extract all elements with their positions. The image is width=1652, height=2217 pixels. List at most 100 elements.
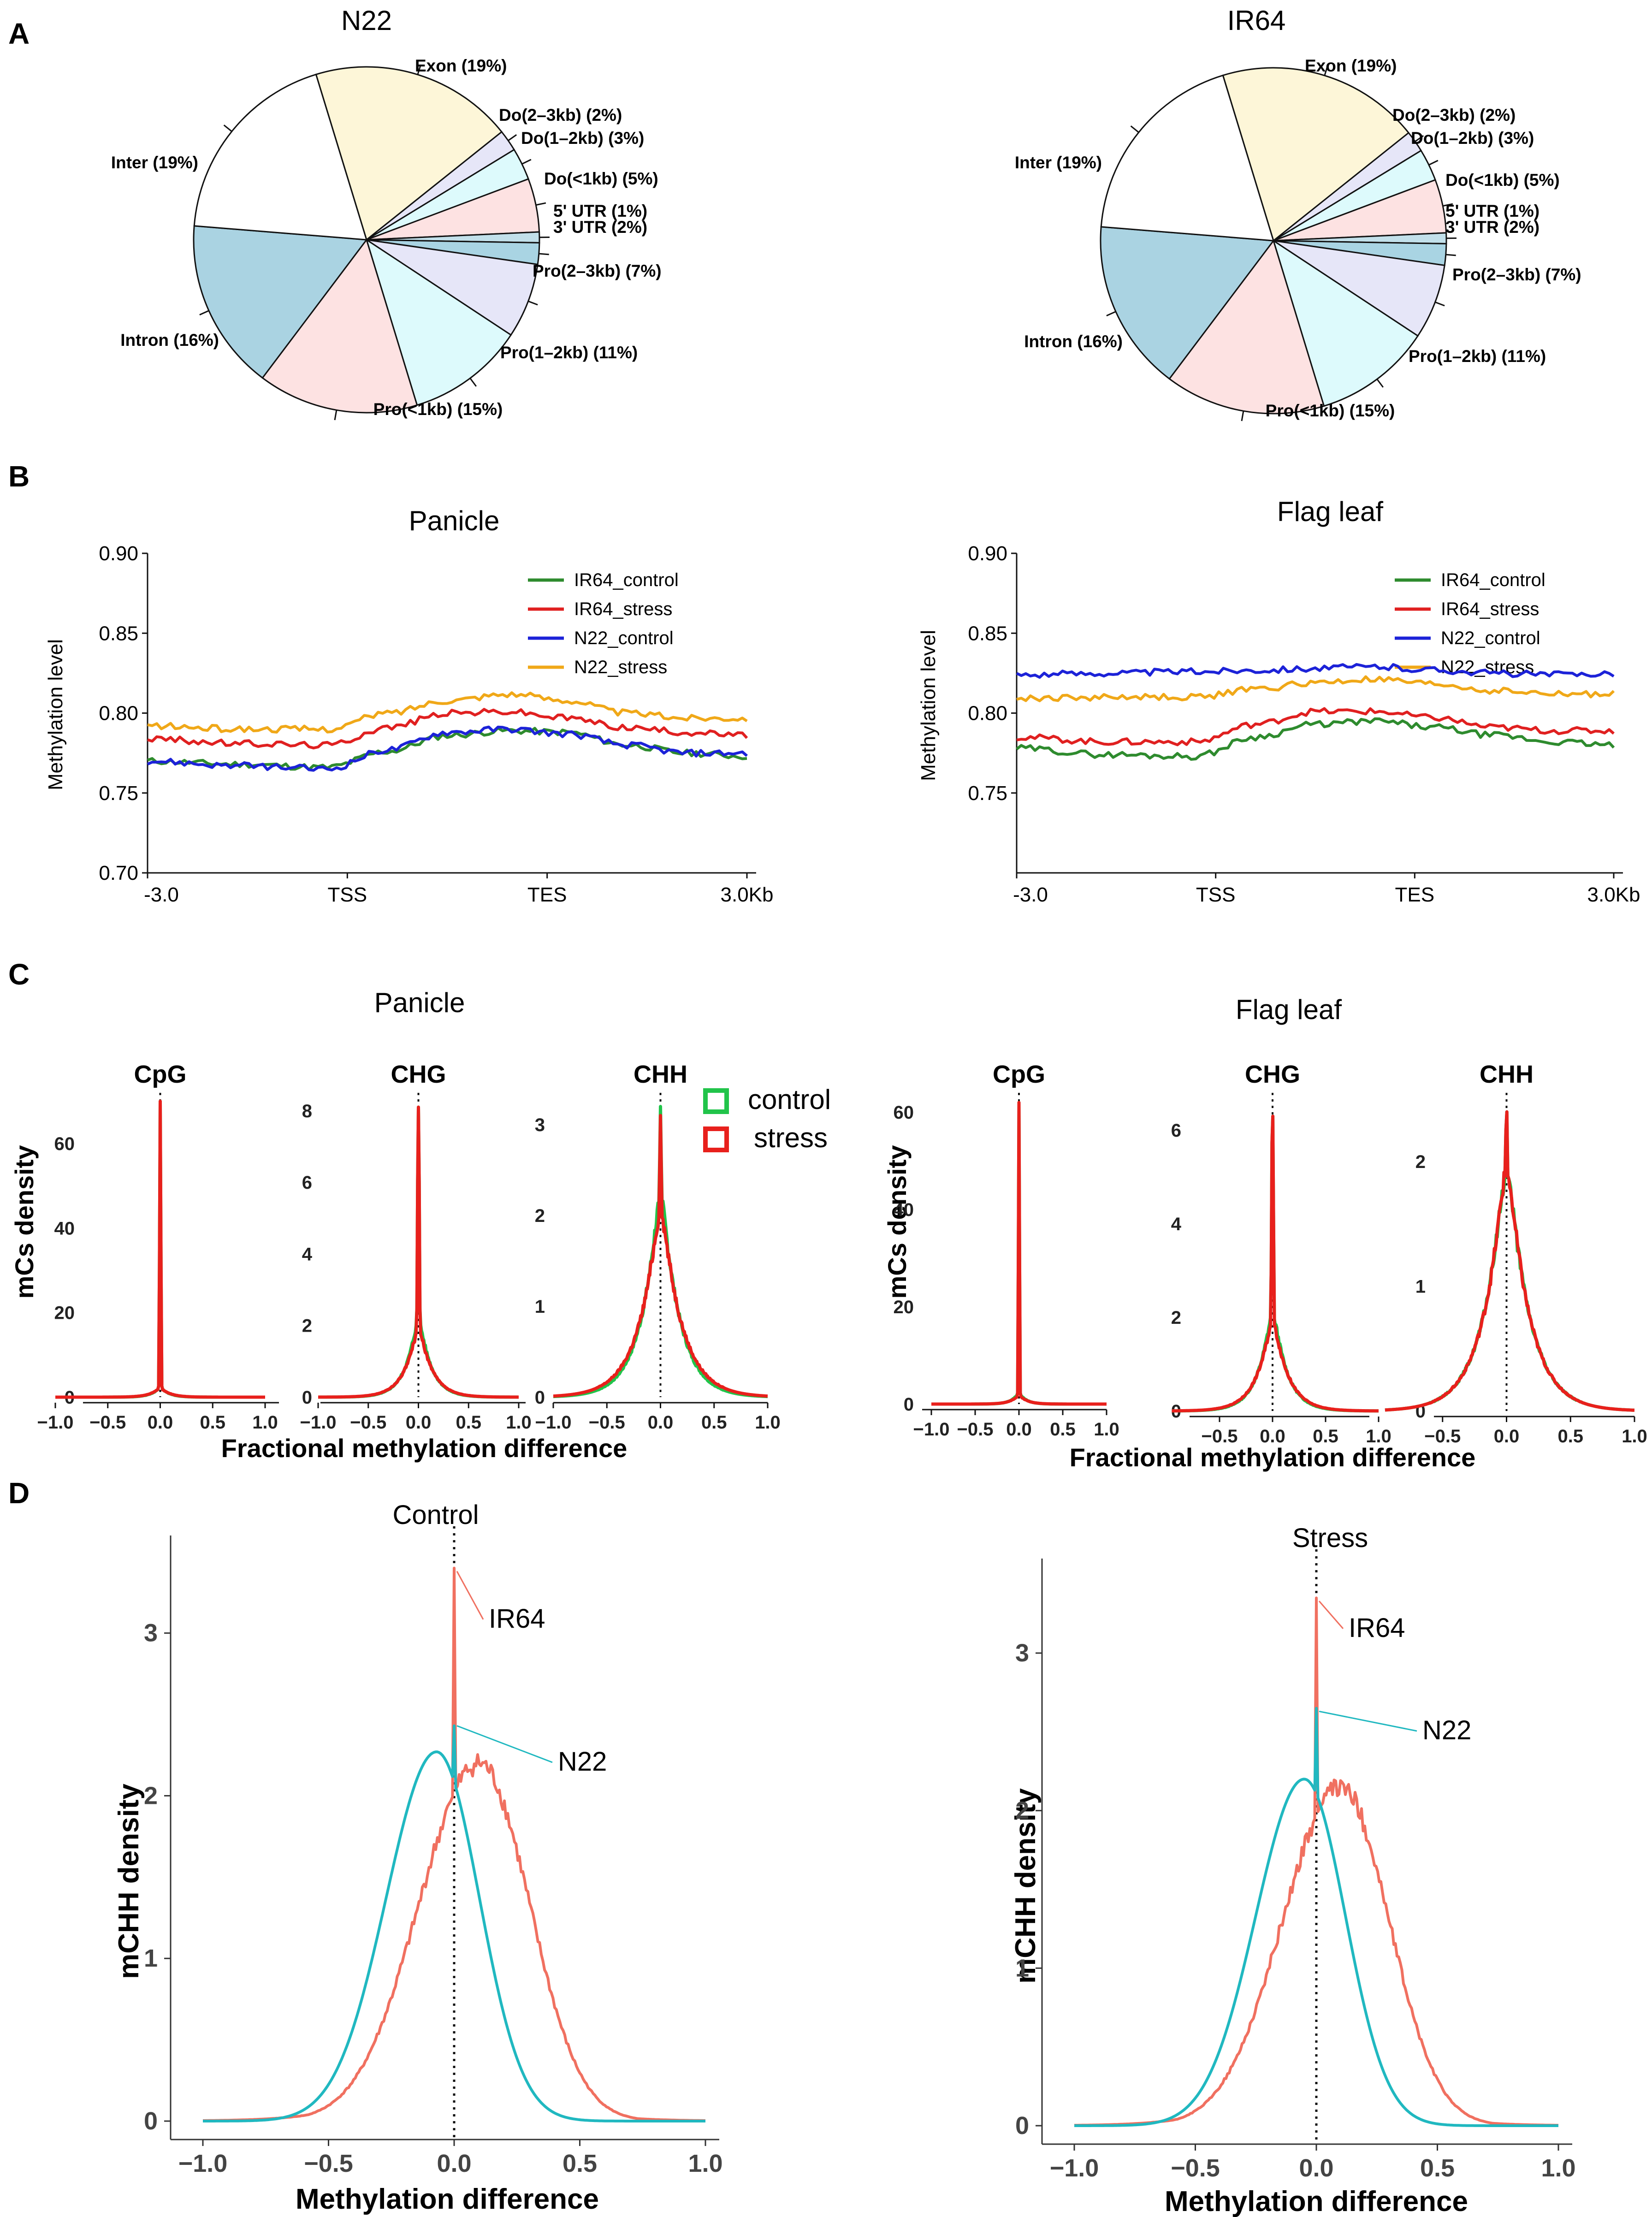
pie-slice-pro-2-3kb-7 [366,239,539,336]
pie-label-do-1kb-5: Do(<1kb) (5%) [544,169,658,188]
x-axis-label: Fractional methylation difference [1070,1443,1476,1472]
x-tick-label: 1.0 [755,1412,781,1433]
y-tick-label: 1 [1015,1954,1029,1982]
x-tick-label: 0.5 [1313,1426,1338,1446]
y-tick-label: 0 [904,1394,914,1415]
series-line-ir64-stress [147,708,748,750]
x-tick-label: 3.0Kb [721,883,774,906]
x-tick-label: 1.0 [1541,2154,1575,2182]
pie-label-intron-16: Intron (16%) [1024,332,1123,351]
subplot-title-chg: CHG [1245,1061,1300,1088]
x-tick-label: 3.0Kb [1587,883,1640,906]
legend: IR64_controlIR64_stressN22_controlN22_st… [1395,570,1545,677]
x-tick-label: −1.0 [535,1412,572,1433]
y-tick-label: 0.80 [968,702,1007,725]
x-tick-label: 0.0 [1260,1426,1285,1446]
pie-slice-inter-19 [1100,74,1275,242]
x-tick-label: −0.5 [89,1412,126,1433]
callout-line-n22 [1319,1710,1417,1732]
x-tick-label: 1.0 [1622,1426,1647,1446]
x-tick-label: TES [527,883,567,906]
x-tick-label: −0.5 [957,1419,994,1440]
legend-label-n22-stress: N22_stress [574,657,667,677]
y-tick-label: 60 [54,1134,75,1154]
y-tick-label: 40 [894,1200,914,1220]
y-tick-label: 2 [1015,1797,1029,1825]
callout-label-n22: N22 [558,1747,607,1777]
y-tick-label: 60 [894,1103,914,1123]
x-tick-label: −0.5 [1202,1426,1238,1446]
y-tick-label: 40 [54,1218,75,1239]
x-tick-label: TSS [1196,883,1236,906]
y-tick-label: 4 [302,1244,313,1264]
x-tick-label: 0.5 [1557,1426,1583,1446]
x-tick-label: -3.0 [1013,883,1048,906]
x-axis-label: Methylation difference [1165,2186,1468,2217]
chart-title: Control [393,1500,479,1530]
x-tick-label: 1.0 [1094,1419,1119,1440]
pie-label-pro-2-3kb-7: Pro(2–3kb) (7%) [533,261,662,280]
chart-title: Panicle [374,987,465,1018]
pie-label-do-1-2kb-3: Do(1–2kb) (3%) [521,129,644,148]
pie-label-pro-1kb-15: Pro(<1kb) (15%) [373,400,503,419]
y-tick-label: 0 [144,2107,158,2135]
y-axis-label: Methylation level [917,630,940,781]
y-tick-label: 0 [535,1387,545,1408]
x-tick-label: −1.0 [1050,2154,1099,2182]
pie-leader-line [539,253,549,255]
y-tick-label: 1 [1415,1276,1426,1297]
pie-leader-line [1106,311,1116,317]
density-curve-ir64 [203,1566,705,2122]
pie-slice-pro-2-3kb-7 [1273,240,1445,337]
pie-label-pro-1-2kb-11: Pro(1–2kb) (11%) [500,343,638,362]
x-tick-label: −1.0 [178,2150,228,2177]
callout-line-ir64 [456,1571,484,1620]
y-tick-label: 0 [302,1387,312,1408]
line-chart-panicle: Panicle Methylation level IR64_controlIR… [44,505,773,906]
y-tick-label: 2 [535,1206,545,1226]
chart-title: Stress [1292,1523,1368,1553]
pie-leader-line [223,124,232,132]
legend-label-ir64-stress: IR64_stress [574,599,672,619]
legend-label-stress: stress [754,1122,828,1153]
x-tick-label: 0.0 [1494,1426,1520,1446]
density-curve-stress [317,1105,520,1399]
pie-label-3-utr-2: 3' UTR (2%) [1445,218,1539,237]
x-tick-label: 1.0 [688,2150,722,2177]
x-tick-label: -3.0 [144,883,179,906]
pie-label-do-1-2kb-3: Do(1–2kb) (3%) [1411,129,1534,148]
y-tick-label: 6 [302,1173,312,1193]
pie-label-do-2-3kb-2: Do(2–3kb) (2%) [499,106,622,124]
y-tick-label: 0.70 [99,862,138,884]
x-tick-label: −1.0 [37,1412,74,1433]
pie-label-pro-1kb-15: Pro(<1kb) (15%) [1266,401,1395,420]
x-tick-label: −0.5 [350,1412,386,1433]
x-tick-label: TES [1395,883,1435,906]
pie-leader-line [1435,301,1445,307]
chart-title: Flag leaf [1277,496,1383,527]
panel-letter-a: A [8,17,30,50]
y-axis-label: mCHH density [113,1784,145,1979]
pie-leader-line [334,410,338,421]
series-line-n22-stress [1016,675,1615,702]
callout-line-n22 [456,1725,553,1763]
x-tick-label: −1.0 [300,1412,337,1433]
density-curve-control [552,1105,769,1399]
x-tick-label: 1.0 [506,1412,532,1433]
pie-leader-line [469,378,477,387]
pie-leader-line [528,300,538,306]
legend-label-ir64-control: IR64_control [574,570,679,590]
y-axis-label: mCHH density [1010,1788,1042,1984]
density-curve-stress [54,1099,266,1399]
legend: control stress [703,1084,831,1153]
density-curve-n22 [1074,1707,1558,2127]
callout-label-ir64: IR64 [1349,1613,1405,1643]
legend-label-control: control [748,1084,831,1115]
x-tick-label: 0.0 [437,2150,471,2177]
pie-leader-line [199,310,209,316]
pie-label-exon-19: Exon (19%) [415,56,507,75]
legend: IR64_controlIR64_stressN22_controlN22_st… [528,570,679,677]
x-tick-label: 0.5 [1050,1419,1076,1440]
x-tick-label: −1.0 [913,1419,950,1440]
legend-label-ir64-control: IR64_control [1441,570,1545,590]
